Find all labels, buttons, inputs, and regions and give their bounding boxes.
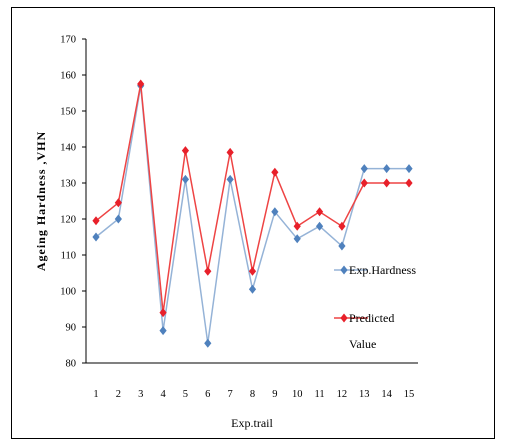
- y-axis-title: Ageing Hardness ,VHN: [34, 131, 48, 271]
- data-point: [204, 338, 212, 348]
- data-point: [360, 164, 368, 174]
- legend-marker-predicted-value: [340, 313, 348, 323]
- x-tick-label: 13: [359, 389, 370, 400]
- legend: Exp.Hardness Predicted Value: [334, 263, 416, 351]
- data-point: [204, 266, 212, 276]
- y-tick-label: 160: [60, 71, 76, 82]
- x-axis: 1 2 3 4 5 6 7 8 9 10 11 12 13 14 15: [86, 362, 418, 400]
- x-tick-label: 7: [228, 389, 233, 400]
- x-tick-label: 8: [250, 389, 255, 400]
- x-tick-label: 4: [160, 389, 166, 400]
- x-tick-label: 11: [315, 389, 325, 400]
- x-tick-label: 1: [93, 389, 98, 400]
- data-point: [114, 214, 122, 224]
- data-point: [315, 207, 324, 217]
- chart-frame: [11, 7, 495, 439]
- legend-label-predicted-value: Predicted: [349, 311, 394, 325]
- data-point: [383, 164, 391, 174]
- legend-label-exp-hardness: Exp.Hardness: [349, 263, 416, 277]
- data-point: [338, 221, 346, 231]
- y-tick-label: 130: [60, 179, 76, 190]
- data-point: [226, 147, 234, 157]
- data-point: [338, 241, 346, 251]
- y-tick-label: 170: [60, 35, 76, 46]
- data-point: [114, 198, 122, 208]
- data-point: [159, 308, 167, 318]
- x-axis-title: Exp.trail: [231, 416, 273, 430]
- x-tick-label: 5: [183, 389, 188, 400]
- data-point: [248, 284, 257, 294]
- data-point: [181, 174, 190, 184]
- data-point: [181, 146, 190, 156]
- x-tick-label: 12: [337, 389, 348, 400]
- data-point: [226, 174, 234, 184]
- y-tick-label: 120: [60, 215, 76, 226]
- x-tick-label: 6: [205, 389, 210, 400]
- series-line: [95, 85, 409, 344]
- data-point: [92, 216, 100, 226]
- data-point: [293, 221, 301, 231]
- x-tick-label: 3: [138, 389, 143, 400]
- x-tick-label: 14: [381, 389, 392, 400]
- legend-label-predicted-value-line2: Value: [349, 337, 376, 351]
- data-point: [360, 178, 368, 188]
- data-point: [92, 232, 100, 242]
- data-point: [405, 164, 413, 174]
- series-layer: [92, 79, 413, 348]
- series-predicted-value: [92, 79, 413, 318]
- x-tick-label: 9: [272, 389, 277, 400]
- legend-marker-exp-hardness: [340, 265, 348, 275]
- data-point: [271, 207, 279, 217]
- x-tick-label: 2: [116, 389, 121, 400]
- data-point: [293, 234, 301, 244]
- y-tick-label: 140: [60, 143, 76, 154]
- data-point: [405, 178, 413, 188]
- y-tick-label: 90: [66, 323, 77, 334]
- x-tick-label: 15: [404, 389, 415, 400]
- y-axis: 80 90 100 110 120 130 140 150 160 170: [60, 35, 87, 370]
- data-point: [271, 167, 279, 177]
- y-tick-label: 100: [60, 287, 76, 298]
- y-tick-label: 80: [66, 359, 77, 370]
- data-point: [248, 266, 257, 276]
- y-tick-label: 150: [60, 107, 76, 118]
- y-tick-label: 110: [61, 251, 76, 262]
- data-point: [159, 326, 167, 336]
- series-exp-hardness: [92, 81, 413, 348]
- data-point: [315, 221, 324, 231]
- x-tick-label: 10: [292, 389, 303, 400]
- data-point: [137, 79, 145, 89]
- data-point: [383, 178, 391, 188]
